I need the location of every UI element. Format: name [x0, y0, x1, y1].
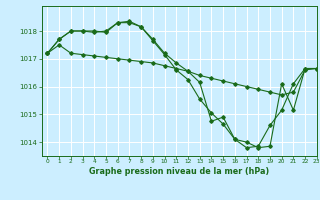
X-axis label: Graphe pression niveau de la mer (hPa): Graphe pression niveau de la mer (hPa) [89, 167, 269, 176]
